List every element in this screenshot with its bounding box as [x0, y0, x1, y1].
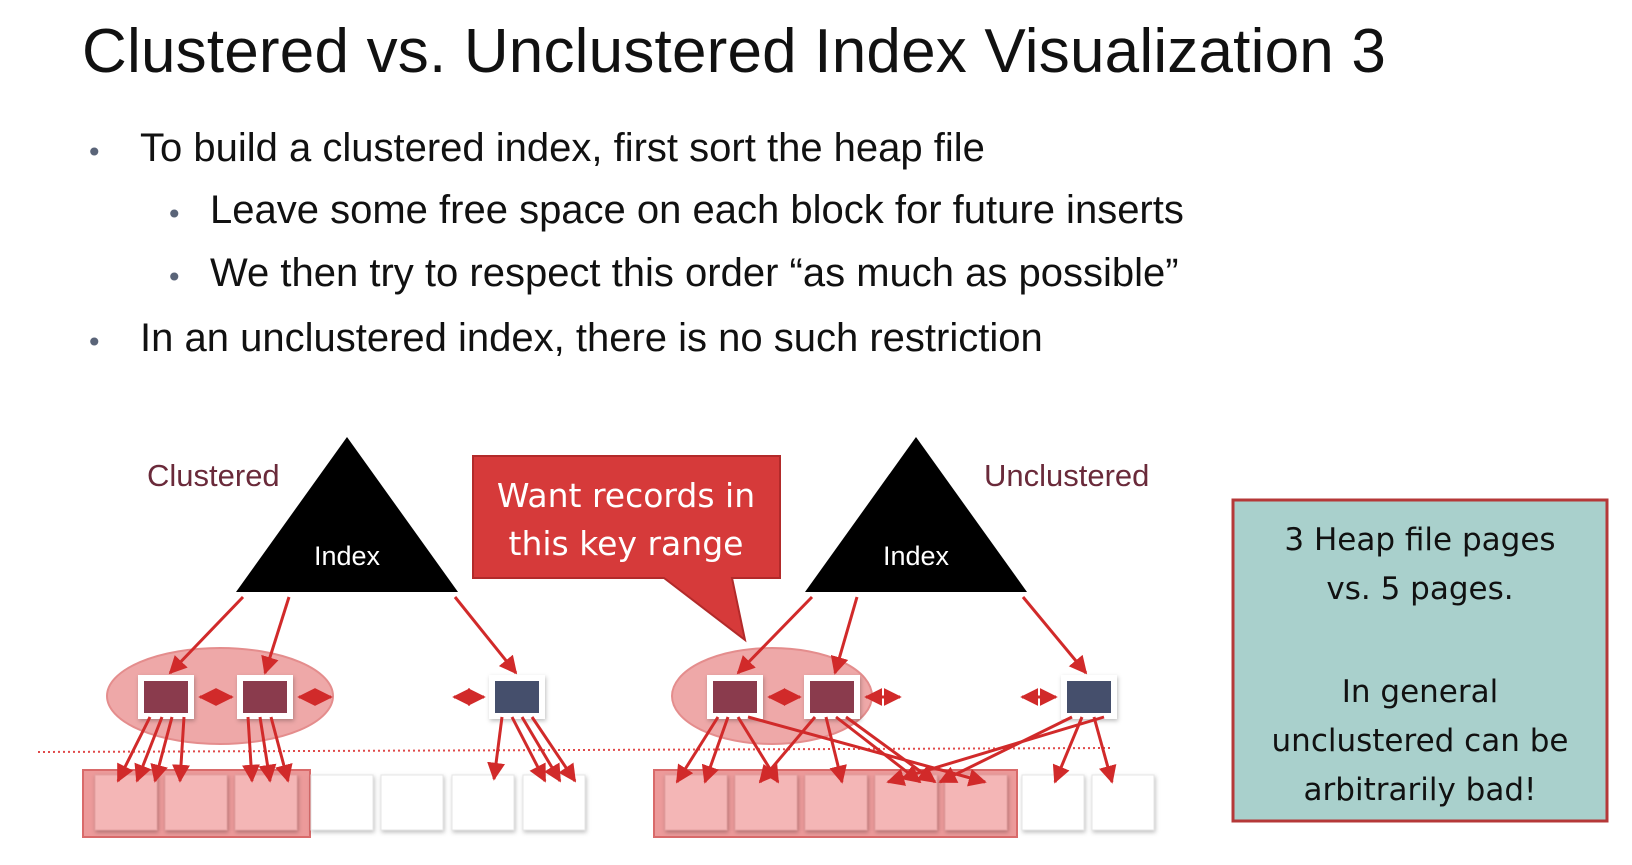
clustered-heap-pages: [94, 774, 586, 831]
unclustered-index-pointers: [736, 595, 1088, 675]
unclustered-record-pointers: [675, 715, 1117, 787]
clustered-index-triangle: [236, 437, 458, 592]
unclustered-leaf-node: [707, 675, 763, 719]
unclustered-index-label: Index: [883, 541, 950, 571]
bullet-dot: •: [86, 136, 103, 169]
note-line: unclustered can be: [1272, 723, 1569, 759]
bullet-dot: •: [166, 261, 183, 294]
slide-title: Clustered vs. Unclustered Index Visualiz…: [82, 17, 1387, 86]
note-line: In general: [1342, 674, 1498, 710]
comparison-note-text: 3 Heap file pages vs. 5 pages. In genera…: [1272, 522, 1569, 808]
unclustered-leaf-node: [1061, 675, 1117, 719]
unclustered-index-triangle: [805, 437, 1027, 592]
clustered-index-pointers: [168, 595, 518, 675]
bullet-1-1: Leave some free space on each block for …: [210, 188, 1184, 232]
bullet-dot: •: [166, 198, 183, 231]
note-line: 3 Heap file pages: [1284, 522, 1555, 558]
separator-line: [37, 747, 1111, 753]
clustered-leaf-node: [489, 675, 545, 719]
clustered-record-pointers: [116, 716, 577, 783]
bullet-dot: •: [86, 326, 103, 359]
note-line: vs. 5 pages.: [1326, 571, 1513, 607]
clustered-index-label: Index: [314, 541, 381, 571]
bullet-1: To build a clustered index, first sort t…: [140, 126, 985, 170]
clustered-leaf-node: [237, 675, 293, 719]
unclustered-leaf-node: [804, 675, 860, 719]
unclustered-label: Unclustered: [984, 458, 1149, 493]
bullet-2: In an unclustered index, there is no suc…: [140, 316, 1043, 360]
callout-line-2: this key range: [509, 524, 744, 563]
key-range-callout: [472, 455, 781, 643]
bullet-1-2: We then try to respect this order “as mu…: [210, 251, 1179, 295]
unclustered-heap-pages: [664, 774, 1155, 831]
note-line: arbitrarily bad!: [1304, 772, 1537, 808]
clustered-leaf-node: [138, 675, 194, 719]
comparison-note-box: [1231, 498, 1609, 823]
callout-line-1: Want records in: [497, 476, 755, 515]
clustered-label: Clustered: [147, 458, 280, 493]
